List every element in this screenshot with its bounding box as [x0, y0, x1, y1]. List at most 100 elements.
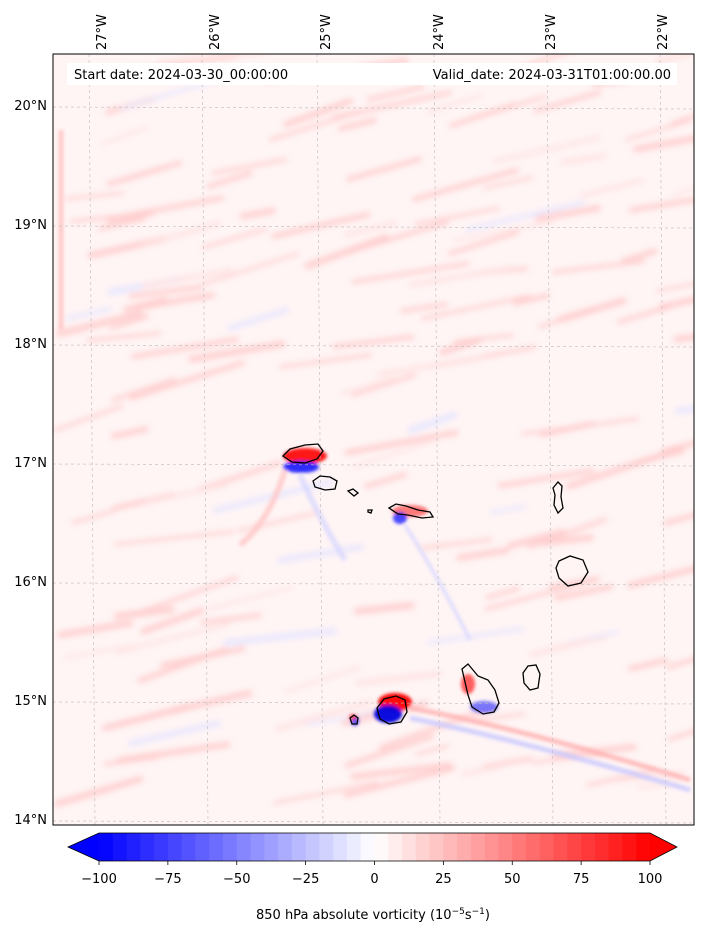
colorbar-step	[498, 833, 513, 861]
colorbar-step	[470, 833, 486, 861]
lat-tick-label: 14°N	[14, 813, 47, 828]
island-boa-vista	[555, 555, 589, 587]
lon-tick-label: 24°W	[432, 14, 447, 50]
island-fogo	[376, 695, 408, 725]
colorbar-step	[526, 833, 541, 861]
meridian-line	[316, 54, 324, 825]
lat-tick-label: 19°N	[14, 218, 47, 233]
parallel-line	[53, 820, 694, 824]
colorbar-step	[222, 833, 238, 861]
lat-tick-label: 17°N	[14, 456, 47, 471]
meridian-line	[433, 54, 441, 825]
parallel-line	[53, 225, 694, 229]
parallel-line	[53, 344, 694, 348]
colorbar-tick-label: −25	[292, 872, 319, 887]
colorbar-step	[567, 833, 582, 861]
colorbar-step	[374, 833, 389, 861]
lat-tick-label: 20°N	[14, 99, 47, 114]
colorbar-step	[443, 833, 458, 861]
colorbar-step	[99, 833, 114, 861]
colorbar-step	[264, 833, 279, 861]
colorbar-tick-label: 0	[370, 872, 378, 887]
lat-tick-label: 15°N	[14, 694, 47, 709]
colorbar-step	[636, 833, 651, 861]
graticule	[53, 54, 694, 825]
colorbar-step	[457, 833, 472, 861]
map-frame	[52, 53, 695, 826]
colorbar-label: 850 hPa absolute vorticity (10−5s−1)	[256, 907, 490, 923]
island-sao-vicente	[312, 475, 338, 491]
santo-antao-negative-anomaly	[283, 461, 319, 473]
colorbar-step	[291, 833, 307, 861]
colorbar-step	[594, 833, 610, 861]
island-sal	[552, 481, 564, 515]
colorbar: −100 −75 −50 −25 0 25 50 75 100 850 hPa absolute…	[67, 832, 678, 923]
parallel-line	[53, 106, 694, 110]
colorbar-tick-label: 25	[435, 872, 452, 887]
lon-tick-label: 23°W	[544, 14, 559, 50]
colorbar-step	[360, 833, 376, 861]
fogo-negative-anomaly	[374, 705, 402, 723]
colorbar-step	[553, 833, 568, 861]
lon-tick-label: 26°W	[208, 14, 223, 50]
colorbar-step	[195, 833, 210, 861]
colorbar-step	[209, 833, 224, 861]
meridian-line	[659, 54, 667, 825]
longitude-labels: 27°W 26°W 25°W 24°W 23°W 22°W	[95, 14, 671, 50]
colorbar-step	[154, 833, 169, 861]
latitude-labels: 20°N 19°N 18°N 17°N 16°N 15°N 14°N	[14, 99, 47, 828]
date-banner	[67, 63, 677, 85]
parallel-line	[53, 582, 694, 586]
island-raso	[367, 509, 373, 514]
colorbar-step	[167, 833, 183, 861]
meridian-line	[88, 54, 96, 825]
colorbar-step	[388, 833, 403, 861]
island-outlines	[281, 443, 589, 725]
valid-date-label: Valid_date: 2024-03-31T01:00:00.00	[433, 68, 671, 83]
colorbar-step	[415, 833, 431, 861]
lon-tick-label: 22°W	[656, 14, 671, 50]
colorbar-max-extend	[650, 833, 677, 861]
start-date-label: Start date: 2024-03-30_00:00:00	[74, 68, 288, 83]
island-santa-luzia	[346, 488, 360, 497]
parallel-line	[53, 701, 694, 705]
colorbar-step	[319, 833, 334, 861]
colorbar-step	[484, 833, 500, 861]
meridian-line	[201, 54, 209, 825]
colorbar-step	[402, 833, 417, 861]
colorbar-step	[250, 833, 265, 861]
parallel-line	[53, 463, 694, 467]
colorbar-tick-label: 50	[504, 872, 521, 887]
colorbar-step	[581, 833, 596, 861]
lon-tick-label: 27°W	[95, 14, 110, 50]
colorbar-step	[181, 833, 197, 861]
colorbar-step	[236, 833, 252, 861]
colorbar-step	[333, 833, 348, 861]
colorbar-tick-label: −75	[154, 872, 181, 887]
island-santo-antao	[281, 443, 324, 464]
colorbar-step	[622, 833, 637, 861]
colorbar-min-extend	[68, 833, 99, 861]
colorbar-step	[140, 833, 155, 861]
vorticity-field	[53, 54, 694, 825]
island-santiago	[461, 663, 500, 715]
colorbar-step	[608, 833, 624, 861]
colorbar-tick-label: 75	[573, 872, 590, 887]
colorbar-step	[429, 833, 444, 861]
colorbar-step	[126, 833, 141, 861]
colorbar-tick-label: −100	[81, 872, 117, 887]
meridian-line	[546, 54, 554, 825]
colorbar-step	[512, 833, 527, 861]
colorbar-step	[346, 833, 362, 861]
island-brava	[349, 714, 359, 725]
colorbar-step	[278, 833, 293, 861]
island-maio	[522, 664, 541, 691]
colorbar-tick-label: 100	[638, 872, 663, 887]
lat-tick-label: 16°N	[14, 575, 47, 590]
lon-tick-label: 25°W	[319, 14, 334, 50]
colorbar-tick-label: −50	[223, 872, 250, 887]
lat-tick-label: 18°N	[14, 337, 47, 352]
colorbar-step	[305, 833, 320, 861]
colorbar-step	[112, 833, 128, 861]
